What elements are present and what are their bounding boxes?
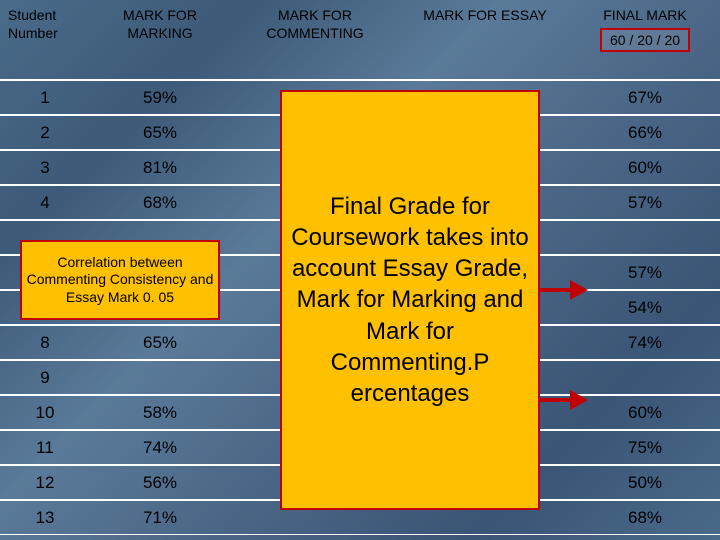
cell-final: 57% bbox=[570, 185, 720, 220]
cell-final: 57% bbox=[570, 255, 720, 290]
cell-final: 60% bbox=[570, 150, 720, 185]
cell-final: 50% bbox=[570, 465, 720, 500]
cell-final bbox=[570, 220, 720, 255]
header-final-weights: 60 / 20 / 20 bbox=[600, 28, 690, 52]
cell-marking: 59% bbox=[90, 80, 230, 115]
header-essay: MARK FOR ESSAY bbox=[400, 0, 570, 80]
cell-final: 60% bbox=[570, 395, 720, 430]
cell-marking bbox=[90, 360, 230, 395]
cell-marking: 81% bbox=[90, 150, 230, 185]
cell-marking: 71% bbox=[90, 500, 230, 535]
cell-student-number: 9 bbox=[0, 360, 90, 395]
cell-student-number: 11 bbox=[0, 430, 90, 465]
cell-final bbox=[570, 360, 720, 395]
header-marking: MARK FOR MARKING bbox=[90, 0, 230, 80]
cell-student-number: 4 bbox=[0, 185, 90, 220]
cell-student-number: 12 bbox=[0, 465, 90, 500]
cell-final: 54% bbox=[570, 290, 720, 325]
cell-final: 67% bbox=[570, 80, 720, 115]
cell-final: 74% bbox=[570, 325, 720, 360]
cell-final: 68% bbox=[570, 500, 720, 535]
cell-student-number: 10 bbox=[0, 395, 90, 430]
overlay-correlation-note: Correlation between Commenting Consisten… bbox=[20, 240, 220, 320]
cell-student-number: 1 bbox=[0, 80, 90, 115]
header-commenting: MARK FOR COMMENTING bbox=[230, 0, 400, 80]
cell-marking: 68% bbox=[90, 185, 230, 220]
overlay-final-grade-note: Final Grade for Coursework takes into ac… bbox=[280, 90, 540, 510]
cell-marking: 56% bbox=[90, 465, 230, 500]
header-student-number: Student Number bbox=[0, 0, 90, 80]
cell-marking: 65% bbox=[90, 115, 230, 150]
cell-marking: 74% bbox=[90, 430, 230, 465]
cell-final: 66% bbox=[570, 115, 720, 150]
header-final-label: FINAL MARK bbox=[603, 6, 687, 24]
cell-marking: 58% bbox=[90, 395, 230, 430]
cell-student-number: 2 bbox=[0, 115, 90, 150]
cell-student-number: 8 bbox=[0, 325, 90, 360]
header-final: FINAL MARK 60 / 20 / 20 bbox=[570, 0, 720, 80]
cell-final: 75% bbox=[570, 430, 720, 465]
cell-student-number: 3 bbox=[0, 150, 90, 185]
cell-marking: 65% bbox=[90, 325, 230, 360]
cell-student-number: 13 bbox=[0, 500, 90, 535]
